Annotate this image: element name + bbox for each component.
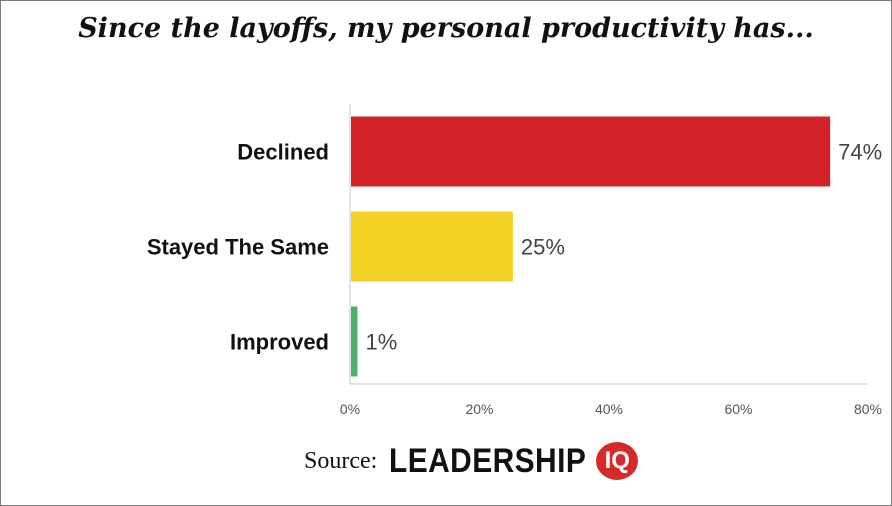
data-label: 25% <box>521 235 565 260</box>
bar <box>351 116 831 187</box>
x-tick-label: 0% <box>340 401 360 417</box>
x-tick-label: 40% <box>595 401 623 417</box>
bar <box>351 306 358 377</box>
source-label: Source: <box>304 447 378 474</box>
data-label: 1% <box>365 330 397 355</box>
category-label: Stayed The Same <box>147 235 329 260</box>
leadershipiq-logo-badge: IQ <box>596 442 639 480</box>
category-label: Improved <box>230 330 329 355</box>
category-label: Declined <box>237 140 329 165</box>
chart-title: Since the layoffs, my personal productiv… <box>78 13 814 44</box>
bar <box>351 211 513 282</box>
source-line: Source: LEADERSHIP IQ <box>304 441 639 481</box>
leadershipiq-logo-text: LEADERSHIP <box>389 441 587 480</box>
x-tick-label: 20% <box>465 401 493 417</box>
x-tick-label: 60% <box>724 401 752 417</box>
data-label: 74% <box>838 140 882 165</box>
x-tick-label: 80% <box>854 401 882 417</box>
